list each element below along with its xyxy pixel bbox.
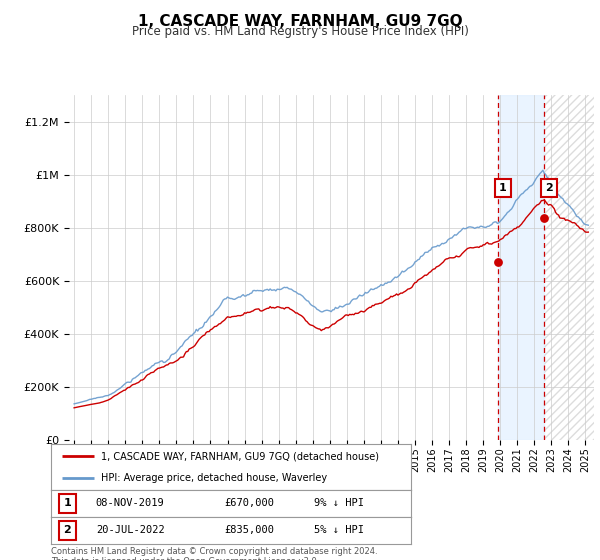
Text: 20-JUL-2022: 20-JUL-2022 — [96, 525, 164, 535]
Text: £670,000: £670,000 — [224, 498, 274, 508]
Text: 1: 1 — [64, 498, 71, 508]
Point — [493, 258, 503, 267]
Text: 2: 2 — [64, 525, 71, 535]
Bar — [544, 95, 594, 440]
Bar — [498, 95, 544, 440]
Text: Contains HM Land Registry data © Crown copyright and database right 2024.
This d: Contains HM Land Registry data © Crown c… — [51, 547, 377, 560]
Text: Price paid vs. HM Land Registry's House Price Index (HPI): Price paid vs. HM Land Registry's House … — [131, 25, 469, 38]
Text: 1: 1 — [499, 183, 507, 193]
Text: 08-NOV-2019: 08-NOV-2019 — [96, 498, 164, 508]
Text: 1, CASCADE WAY, FARNHAM, GU9 7GQ (detached house): 1, CASCADE WAY, FARNHAM, GU9 7GQ (detach… — [101, 451, 379, 461]
Text: 9% ↓ HPI: 9% ↓ HPI — [314, 498, 364, 508]
Text: £835,000: £835,000 — [224, 525, 274, 535]
Text: HPI: Average price, detached house, Waverley: HPI: Average price, detached house, Wave… — [101, 473, 328, 483]
Text: 1, CASCADE WAY, FARNHAM, GU9 7GQ: 1, CASCADE WAY, FARNHAM, GU9 7GQ — [137, 14, 463, 29]
Point — [539, 214, 548, 223]
Text: 2: 2 — [545, 183, 553, 193]
Text: 5% ↓ HPI: 5% ↓ HPI — [314, 525, 364, 535]
